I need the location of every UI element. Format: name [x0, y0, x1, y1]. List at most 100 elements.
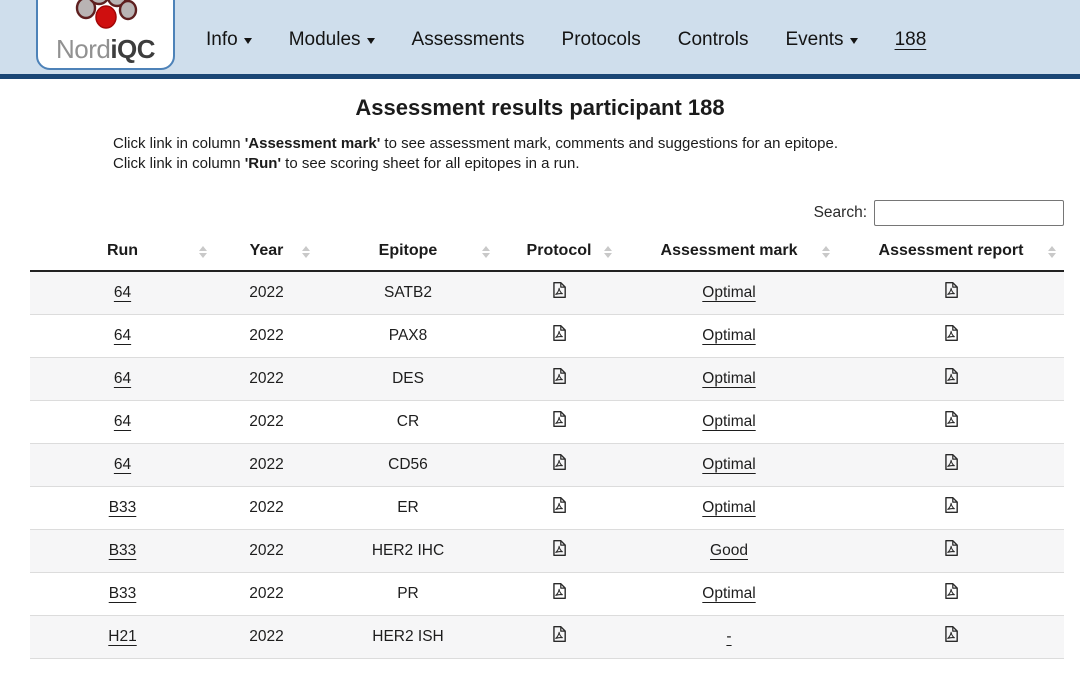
- run-link[interactable]: H21: [108, 627, 137, 645]
- epitope-cell: SATB2: [318, 271, 498, 315]
- report-pdf-icon[interactable]: [942, 367, 960, 385]
- column-header-protocol[interactable]: Protocol: [498, 233, 620, 272]
- year-cell: 2022: [215, 314, 318, 358]
- table-row: 64 2022 DES Optimal: [30, 357, 1064, 401]
- assessment-mark-link[interactable]: -: [726, 627, 732, 645]
- table-row: 64 2022 CD56 Optimal: [30, 443, 1064, 487]
- epitope-cell: CD56: [318, 443, 498, 487]
- column-header-year[interactable]: Year: [215, 233, 318, 272]
- run-link[interactable]: 64: [113, 412, 132, 430]
- protocol-pdf-icon[interactable]: [550, 324, 568, 342]
- epitope-cell: DES: [318, 357, 498, 401]
- protocol-pdf-icon[interactable]: [550, 539, 568, 557]
- table-row: 64 2022 CR Optimal: [30, 400, 1064, 444]
- nordiqc-logo[interactable]: NordiQC: [36, 0, 175, 70]
- protocol-pdf-icon[interactable]: [550, 453, 568, 471]
- sort-icon: [199, 245, 207, 258]
- run-link[interactable]: 64: [113, 283, 132, 301]
- assessment-mark-link[interactable]: Optimal: [702, 584, 756, 602]
- year-cell: 2022: [215, 443, 318, 487]
- column-header-run[interactable]: Run: [30, 233, 215, 272]
- column-header-epitope[interactable]: Epitope: [318, 233, 498, 272]
- sort-icon: [822, 245, 830, 258]
- nav-item-events[interactable]: Events: [785, 29, 858, 51]
- sort-icon: [302, 245, 310, 258]
- year-cell: 2022: [215, 615, 318, 659]
- run-link[interactable]: 64: [113, 455, 132, 473]
- run-link[interactable]: B33: [108, 584, 137, 602]
- report-pdf-icon[interactable]: [942, 281, 960, 299]
- report-pdf-icon[interactable]: [942, 582, 960, 600]
- nav-item-controls[interactable]: Controls: [677, 28, 749, 50]
- instruction-line-1: Click link in column 'Assessment mark' t…: [113, 135, 838, 152]
- assessment-mark-link[interactable]: Optimal: [702, 326, 756, 344]
- chevron-down-icon: [849, 37, 858, 44]
- year-cell: 2022: [215, 357, 318, 401]
- main-content: Assessment results participant 188 Click…: [0, 95, 1080, 659]
- results-table-body: 64 2022 SATB2 Optimal 64: [30, 271, 1064, 659]
- protocol-pdf-icon[interactable]: [550, 281, 568, 299]
- column-header-assessment-mark[interactable]: Assessment mark: [620, 233, 838, 272]
- report-pdf-icon[interactable]: [942, 625, 960, 643]
- assessment-mark-link[interactable]: Optimal: [702, 283, 756, 301]
- protocol-pdf-icon[interactable]: [550, 496, 568, 514]
- table-row: H21 2022 HER2 ISH -: [30, 615, 1064, 659]
- chevron-down-icon: [243, 37, 252, 44]
- protocol-pdf-icon[interactable]: [550, 582, 568, 600]
- nav-item-modules[interactable]: Modules: [289, 29, 375, 51]
- nav-item-participant-188[interactable]: 188: [894, 28, 927, 50]
- table-header-row: Run Year Epitope Protocol Assessment mar…: [30, 233, 1064, 272]
- nav-item-assessments[interactable]: Assessments: [411, 28, 525, 50]
- report-pdf-icon[interactable]: [942, 453, 960, 471]
- report-pdf-icon[interactable]: [942, 496, 960, 514]
- sort-icon: [604, 245, 612, 258]
- assessment-mark-link[interactable]: Optimal: [702, 498, 756, 516]
- page-title: Assessment results participant 188: [355, 95, 725, 120]
- table-row: B33 2022 ER Optimal: [30, 486, 1064, 530]
- protocol-pdf-icon[interactable]: [550, 410, 568, 428]
- search-label: Search:: [813, 204, 867, 221]
- report-pdf-icon[interactable]: [942, 410, 960, 428]
- nav-item-protocols[interactable]: Protocols: [561, 28, 641, 50]
- table-row: B33 2022 HER2 IHC Good: [30, 529, 1064, 573]
- run-link[interactable]: 64: [113, 326, 132, 344]
- epitope-cell: HER2 IHC: [318, 529, 498, 573]
- nav-item-info[interactable]: Info: [206, 29, 252, 51]
- sort-icon: [482, 245, 490, 258]
- protocol-pdf-icon[interactable]: [550, 625, 568, 643]
- main-nav: Info Modules Assessments Protocols Contr…: [206, 0, 926, 79]
- report-pdf-icon[interactable]: [942, 324, 960, 342]
- assessment-mark-link[interactable]: Optimal: [702, 455, 756, 473]
- year-cell: 2022: [215, 400, 318, 444]
- epitope-cell: PR: [318, 572, 498, 616]
- year-cell: 2022: [215, 529, 318, 573]
- protocol-pdf-icon[interactable]: [550, 367, 568, 385]
- table-row: 64 2022 SATB2 Optimal: [30, 271, 1064, 315]
- assessment-mark-link[interactable]: Optimal: [702, 369, 756, 387]
- run-link[interactable]: 64: [113, 369, 132, 387]
- year-cell: 2022: [215, 486, 318, 530]
- run-link[interactable]: B33: [108, 498, 137, 516]
- epitope-cell: CR: [318, 400, 498, 444]
- sort-icon: [1048, 245, 1056, 258]
- instructions: Click link in column 'Assessment mark' t…: [113, 134, 1080, 174]
- assessment-mark-link[interactable]: Optimal: [702, 412, 756, 430]
- epitope-cell: HER2 ISH: [318, 615, 498, 659]
- column-header-assessment-report[interactable]: Assessment report: [838, 233, 1064, 272]
- year-cell: 2022: [215, 271, 318, 315]
- epitope-cell: PAX8: [318, 314, 498, 358]
- table-row: B33 2022 PR Optimal: [30, 572, 1064, 616]
- year-cell: 2022: [215, 572, 318, 616]
- table-row: 64 2022 PAX8 Optimal: [30, 314, 1064, 358]
- search-row: Search:: [30, 200, 1064, 226]
- epitope-cell: ER: [318, 486, 498, 530]
- assessment-mark-link[interactable]: Good: [710, 541, 748, 559]
- site-header: NordiQC Info Modules Assessments Protoco…: [0, 0, 1080, 79]
- results-table: Run Year Epitope Protocol Assessment mar…: [30, 233, 1064, 659]
- run-link[interactable]: B33: [108, 541, 137, 559]
- logo-text: NordiQC: [55, 34, 156, 64]
- logo-flower-icon: [75, 0, 137, 29]
- report-pdf-icon[interactable]: [942, 539, 960, 557]
- search-input[interactable]: [874, 200, 1064, 226]
- chevron-down-icon: [366, 37, 375, 44]
